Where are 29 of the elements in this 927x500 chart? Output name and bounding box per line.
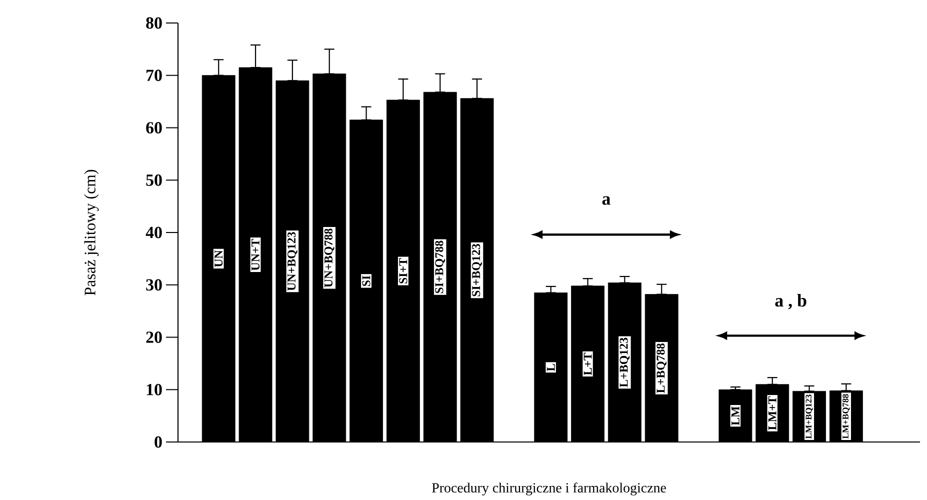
x-tick-label: UN xyxy=(214,250,223,268)
y-tick-label: 80 xyxy=(146,17,162,29)
x-tick-label: UN+BQ123 xyxy=(288,232,298,291)
x-tick-label: SI xyxy=(362,276,370,286)
x-tick-label: L+BQ788 xyxy=(656,344,667,393)
x-tick-label: LM+BQ788 xyxy=(842,394,850,439)
y-tick-label: 10 xyxy=(146,384,162,396)
x-axis-title: Procedury chirurgiczne i farmakologiczne xyxy=(432,482,666,496)
x-tick-label: L+BQ123 xyxy=(620,338,630,388)
y-tick-label: 40 xyxy=(146,226,162,238)
x-tick-label: SI+BQ788 xyxy=(435,240,446,294)
y-tick-label: 60 xyxy=(146,122,162,134)
x-tick-label: LM xyxy=(732,406,740,426)
x-tick-label: SI+BQ123 xyxy=(472,244,482,296)
y-tick-label: 20 xyxy=(146,332,162,343)
y-tick-label: 50 xyxy=(146,174,162,186)
y-tick-label: 30 xyxy=(146,279,162,291)
x-tick-label: LM+T xyxy=(768,396,776,430)
x-tick-label: LM+BQ123 xyxy=(806,394,813,439)
x-tick-label: L xyxy=(546,364,555,372)
y-axis-title: Pasaż jelitowy (cm) xyxy=(84,170,99,296)
y-tick-label: 0 xyxy=(154,436,162,448)
x-tick-label: SI+T xyxy=(399,258,408,284)
annotation: a xyxy=(602,196,610,205)
x-tick-label: UN+T xyxy=(252,238,260,270)
x-tick-label: UN+BQ788 xyxy=(324,228,334,288)
y-tick-label: 70 xyxy=(146,70,162,82)
x-tick-label: L+T xyxy=(584,352,592,376)
annotation: a , b xyxy=(775,294,806,310)
